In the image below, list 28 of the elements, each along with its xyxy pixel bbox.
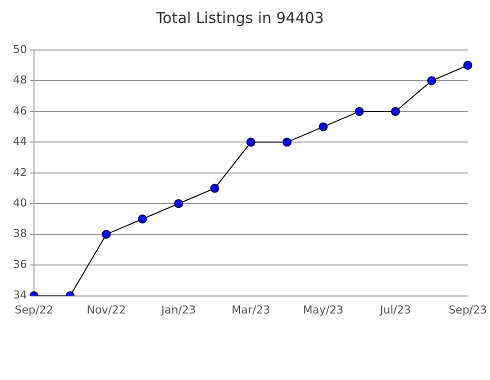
point bbox=[354, 106, 364, 116]
y-tick-label: 38 bbox=[12, 227, 27, 240]
y-tick-label: 44 bbox=[12, 135, 27, 148]
point bbox=[246, 138, 256, 147]
x-tick-label: Sep/22 bbox=[14, 303, 54, 316]
point bbox=[282, 138, 292, 147]
y-tick-label: 36 bbox=[12, 258, 27, 271]
y-tick-label: 42 bbox=[12, 166, 27, 179]
point bbox=[463, 60, 472, 70]
point bbox=[138, 214, 147, 224]
y-tick-label: 40 bbox=[12, 196, 27, 210]
x-tick-label: Nov/22 bbox=[86, 303, 126, 316]
y-tick-label: 46 bbox=[12, 104, 27, 118]
x-tick-label: Sep/23 bbox=[448, 303, 487, 316]
point bbox=[318, 122, 328, 132]
y-tick-label: 34 bbox=[12, 288, 27, 302]
x-tick-label: Jul/23 bbox=[378, 303, 411, 316]
x-tick-label: Jan/23 bbox=[160, 303, 196, 316]
point bbox=[174, 199, 184, 208]
chart-title: Total Listings in 94403 bbox=[155, 8, 324, 27]
point bbox=[102, 230, 111, 239]
y-tick-label: 48 bbox=[12, 74, 27, 87]
y-tick-label: 50 bbox=[12, 42, 27, 56]
point bbox=[427, 76, 436, 86]
point bbox=[390, 106, 400, 116]
point bbox=[210, 184, 220, 193]
x-tick-label: Mar/23 bbox=[232, 303, 270, 316]
x-tick-label: May/23 bbox=[302, 303, 344, 316]
